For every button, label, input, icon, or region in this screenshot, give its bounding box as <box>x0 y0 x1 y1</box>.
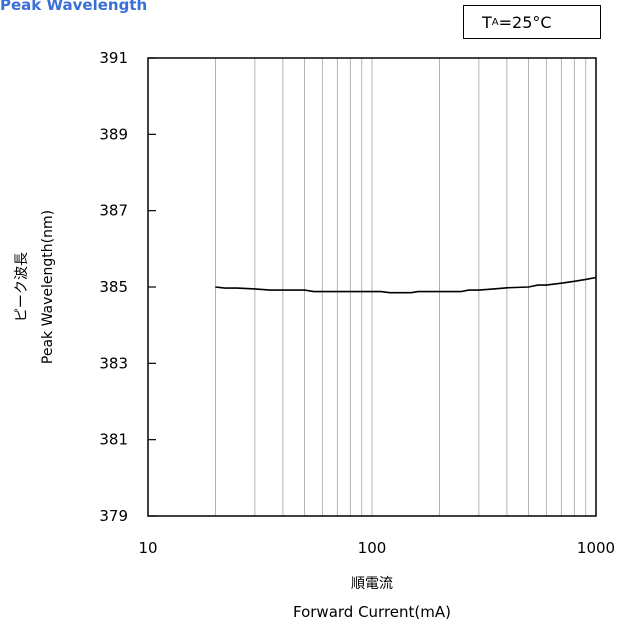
x-tick-label: 100 <box>358 539 387 557</box>
y-tick-label: 387 <box>99 202 128 220</box>
x-axis-label: Forward Current(mA) <box>293 603 451 621</box>
y-axis-label-jp: ピーク波長 <box>14 252 30 322</box>
condition-subscript: A <box>491 16 499 28</box>
grid-lines <box>215 58 587 516</box>
y-tick-label: 391 <box>99 49 128 67</box>
series-line <box>215 276 597 294</box>
x-tick-labels: 10 100 1000 <box>138 539 615 557</box>
x-tick-label: 1000 <box>577 539 615 557</box>
y-tick-labels: 391 389 387 385 383 381 379 <box>99 49 156 525</box>
y-axis-label: Peak Wavelength(nm) <box>40 210 56 364</box>
y-tick-label: 379 <box>99 507 128 525</box>
condition-prefix: T <box>482 12 492 32</box>
y-tick-label: 383 <box>99 354 128 372</box>
chart-title: Peak Wavelength <box>0 0 148 14</box>
y-tick-label: 385 <box>99 278 128 296</box>
x-tick-label: 10 <box>138 539 157 557</box>
condition-label: T A =25°C <box>463 5 601 39</box>
y-tick-label: 389 <box>99 125 128 143</box>
y-tick-label: 381 <box>99 431 128 449</box>
condition-suffix: =25°C <box>498 12 552 32</box>
x-axis-label-jp: 順電流 <box>351 576 393 592</box>
